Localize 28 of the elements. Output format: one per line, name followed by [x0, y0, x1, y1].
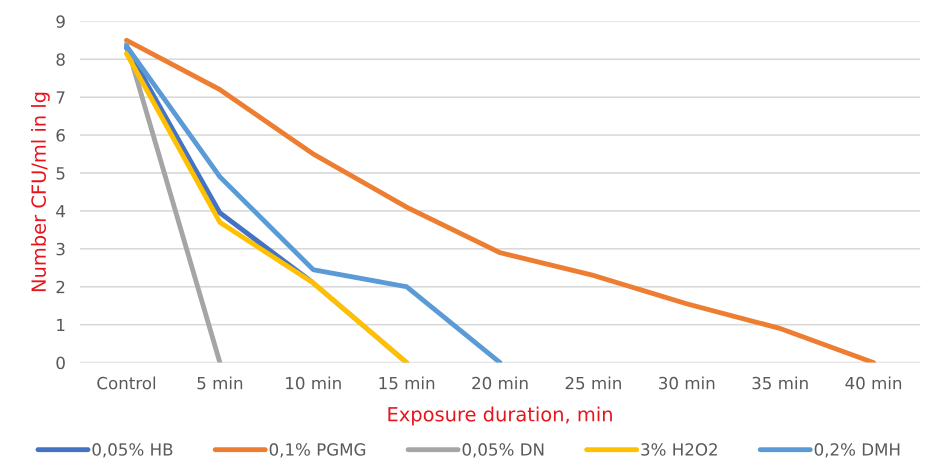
x-tick-label: 30 min	[659, 376, 714, 390]
x-tick-label: 10 min	[286, 376, 341, 390]
x-tick-label: 15 min	[380, 376, 434, 390]
x-tick-label: 20 min	[472, 376, 528, 390]
x-tick-label: 40 min	[845, 376, 902, 390]
y-axis-title: Number CFU/ml in lg	[30, 92, 50, 292]
legend-label: 0,05% DN	[462, 443, 544, 458]
y-tick-label: 6	[56, 129, 65, 142]
legend-label: 3% H2O2	[641, 443, 717, 456]
x-axis-title: Exposure duration, min	[388, 406, 612, 426]
y-tick-label: 7	[56, 91, 64, 104]
legend-label: 0,05% HB	[92, 443, 172, 458]
line-series	[124, 44, 502, 363]
y-tick-label: 8	[56, 53, 65, 66]
x-tick-label: 25 min	[566, 376, 621, 390]
x-tick-label: Control	[97, 376, 156, 390]
legend-label: 0,2% DMH	[814, 443, 900, 458]
y-tick-label: 4	[56, 205, 65, 218]
y-tick-label: 1	[57, 318, 64, 332]
x-tick-label: 5 min	[198, 376, 242, 390]
y-tick-label: 3	[56, 242, 65, 256]
legend-label: 0,1% PGMG	[270, 443, 366, 458]
x-tick-label: 35 min	[752, 376, 808, 390]
y-tick-label: 5	[56, 167, 64, 180]
line-series	[124, 38, 876, 363]
y-tick-label: 9	[56, 15, 65, 28]
y-tick-label: 2	[56, 280, 64, 294]
y-tick-label: 0	[56, 356, 65, 370]
